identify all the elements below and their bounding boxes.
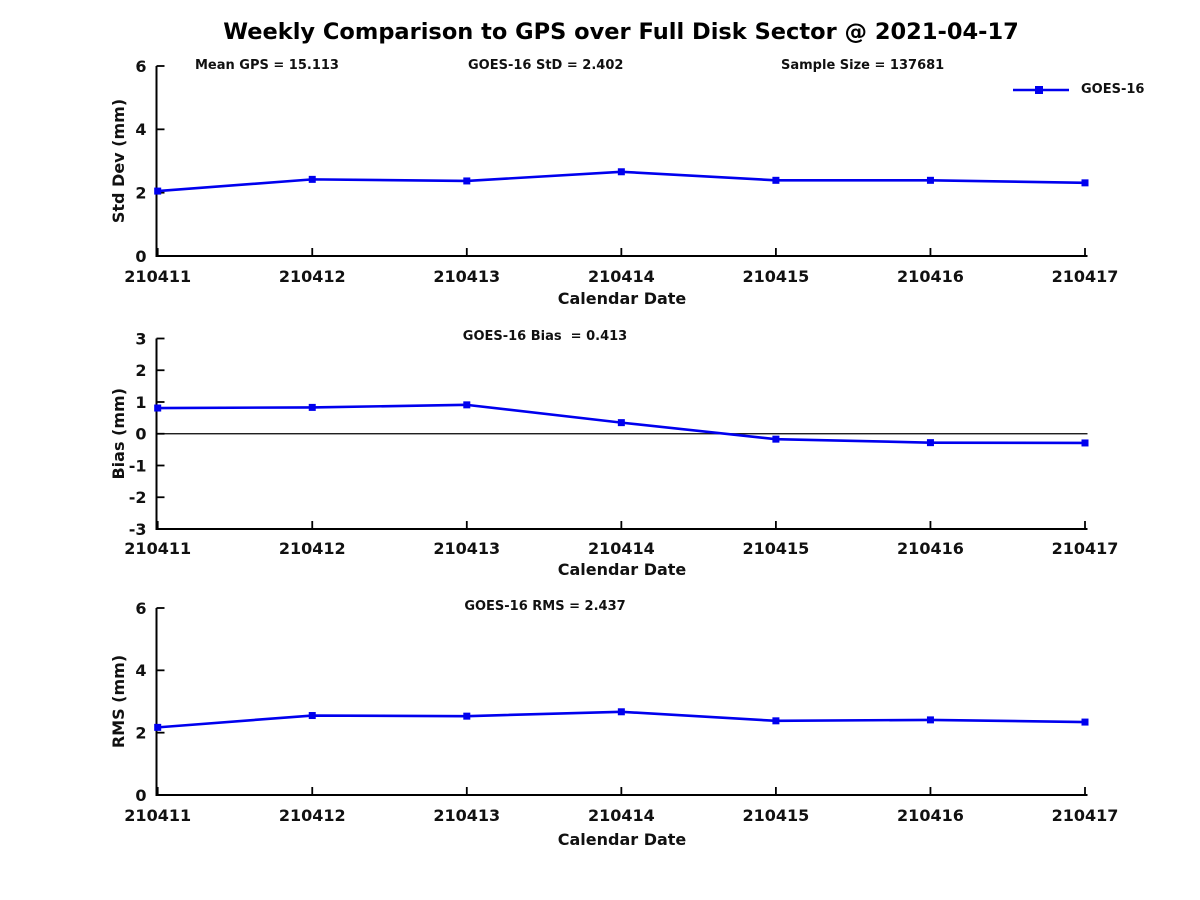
y-axis-label: Std Dev (mm) [109,99,128,223]
x-tick-label: 210414 [588,806,655,825]
data-point-marker [617,708,625,716]
y-tick-label: -3 [129,520,147,539]
legend: GOES-16 [1012,82,1144,97]
x-axis-label: Calendar Date [558,560,687,579]
x-tick-label: 210416 [897,267,964,286]
y-tick-label: -1 [129,456,147,475]
x-tick-label: 210415 [743,539,810,558]
data-point-marker [926,716,934,724]
page-title: Weekly Comparison to GPS over Full Disk … [223,19,1019,45]
x-tick-label: 210415 [743,267,810,286]
data-point-marker [463,401,471,409]
x-axis-label: Calendar Date [558,830,687,849]
data-point-marker [1081,718,1089,726]
x-tick-label: 210413 [433,806,500,825]
y-tick-label: 0 [135,786,146,805]
x-tick-label: 210413 [433,539,500,558]
x-axis-label: Calendar Date [558,289,687,308]
y-axis-label: RMS (mm) [109,655,128,748]
y-tick-label: 1 [135,393,146,412]
y-tick-label: 6 [135,599,146,618]
y-tick-label: 6 [135,57,146,76]
annotation-sample-size: Sample Size = 137681 [781,58,945,73]
x-tick-label: 210413 [433,267,500,286]
data-point-marker [617,168,625,176]
data-point-marker [772,435,780,443]
legend-label: GOES-16 [1081,82,1145,97]
y-tick-label: 4 [135,120,146,139]
x-tick-label: 210412 [279,539,346,558]
y-tick-label: 2 [135,361,146,380]
x-tick-label: 210412 [279,267,346,286]
annotation-mean-gps: Mean GPS = 15.113 [195,58,339,73]
legend-line-marker-icon [1013,85,1069,94]
data-point-marker [926,439,934,447]
x-tick-label: 210411 [124,806,191,825]
x-tick-label: 210411 [124,267,191,286]
data-point-marker [308,175,316,183]
subplot-rms: 0 2 4 6 210411 210412 210413 210414 210415 210416… [109,599,1118,849]
x-tick-label: 210411 [124,539,191,558]
x-tick-label: 210416 [897,806,964,825]
data-point-marker [926,176,934,184]
y-tick-label: 3 [135,329,146,348]
data-point-marker [308,712,316,720]
data-point-marker [772,176,780,184]
y-axis-label: Bias (mm) [109,388,128,480]
x-tick-label: 210412 [279,806,346,825]
data-point-marker [154,187,162,195]
subplot-std-dev: 0 2 4 6 210411 210412 210413 210414 210415 210416… [109,57,1118,308]
x-tick-label: 210417 [1052,267,1119,286]
data-point-marker [154,404,162,412]
x-tick-label: 210416 [897,539,964,558]
subplot-bias: -3 -2 -1 0 1 2 3 210411 210412 210413 210414 210415… [109,329,1118,579]
x-tick-label: 210417 [1052,539,1119,558]
data-point-marker [463,177,471,185]
y-tick-label: 4 [135,661,146,680]
data-point-marker [617,419,625,427]
data-point-marker [308,403,316,411]
y-tick-label: 0 [135,425,146,444]
bias-subplot-title: GOES-16 Bias = 0.413 [462,329,628,344]
data-point-marker [772,717,780,725]
y-tick-label: -2 [129,488,147,507]
annotation-goes16-std: GOES-16 StD = 2.402 [468,58,624,73]
rms-subplot-title: GOES-16 RMS = 2.437 [464,599,626,614]
x-tick-label: 210417 [1052,806,1119,825]
data-point-marker [1081,439,1089,447]
x-tick-label: 210414 [588,539,655,558]
x-tick-label: 210415 [743,806,810,825]
data-point-marker [154,723,162,731]
x-tick-label: 210414 [588,267,655,286]
y-tick-label: 0 [135,247,146,266]
data-point-marker [463,712,471,720]
y-tick-label: 2 [135,183,146,202]
y-tick-label: 2 [135,723,146,742]
data-point-marker [1081,179,1089,187]
